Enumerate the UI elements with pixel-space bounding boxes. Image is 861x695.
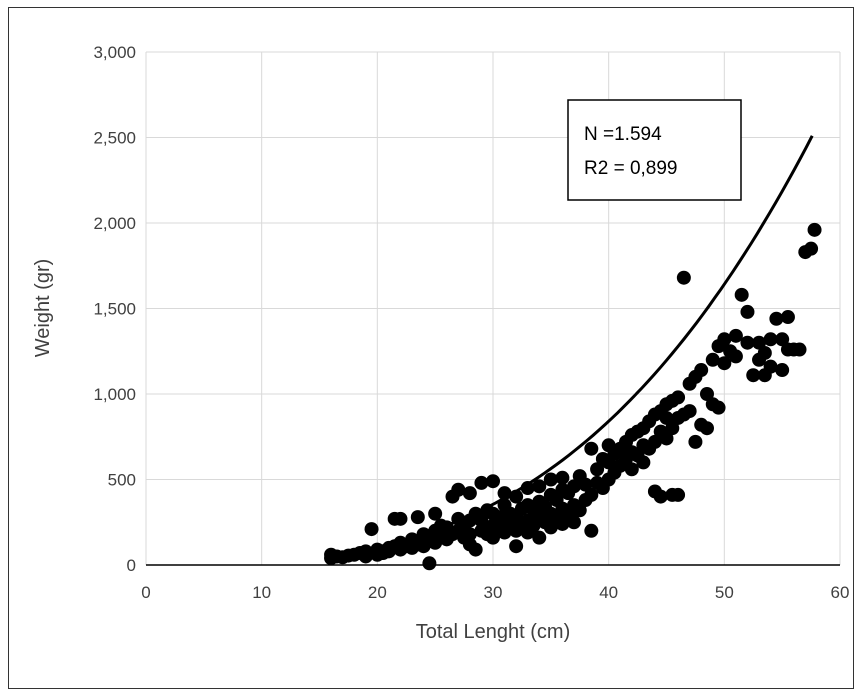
annotation-box: N =1.594 R2 = 0,899 xyxy=(567,99,742,201)
data-point xyxy=(746,368,761,383)
x-tick-label: 10 xyxy=(252,583,271,602)
data-point xyxy=(659,410,674,425)
data-point xyxy=(763,359,778,374)
y-tick-label: 1,000 xyxy=(93,385,136,404)
x-tick-label: 60 xyxy=(831,583,850,602)
data-point xyxy=(792,342,807,357)
y-tick-label: 2,500 xyxy=(93,129,136,148)
y-tick-label: 500 xyxy=(108,471,136,490)
data-point xyxy=(769,311,784,326)
data-point xyxy=(474,513,489,528)
data-point xyxy=(728,328,743,343)
x-tick-label: 50 xyxy=(715,583,734,602)
data-point xyxy=(717,332,732,347)
data-point xyxy=(740,335,755,350)
data-point xyxy=(566,479,581,494)
data-point xyxy=(740,304,755,319)
data-point xyxy=(665,421,680,436)
data-point xyxy=(393,511,408,526)
y-tick-label: 3,000 xyxy=(93,43,136,62)
tick-labels: 0 10 20 30 40 50 60 0 500 1,000 1,500 2,000 2,500 3,0… xyxy=(93,43,849,602)
data-point xyxy=(509,539,524,554)
data-point xyxy=(775,332,790,347)
data-point xyxy=(653,489,668,504)
data-point xyxy=(584,441,599,456)
data-point xyxy=(462,527,477,542)
data-point xyxy=(543,520,558,535)
data-point xyxy=(451,482,466,497)
data-point xyxy=(734,287,749,302)
data-point xyxy=(807,222,822,237)
y-tick-label: 2,000 xyxy=(93,214,136,233)
data-point xyxy=(671,487,686,502)
data-point xyxy=(462,486,477,501)
data-point xyxy=(676,270,691,285)
data-point xyxy=(711,400,726,415)
data-point xyxy=(532,530,547,545)
trendline xyxy=(325,135,814,559)
data-point xyxy=(647,434,662,449)
data-point xyxy=(624,462,639,477)
data-point xyxy=(555,470,570,485)
data-point xyxy=(364,522,379,537)
data-point xyxy=(543,472,558,487)
data-point xyxy=(763,332,778,347)
data-point xyxy=(468,542,483,557)
data-point xyxy=(659,431,674,446)
y-axis-title: Weight (gr) xyxy=(32,259,54,358)
data-point xyxy=(780,310,795,325)
data-point xyxy=(775,363,790,378)
data-point xyxy=(428,506,443,521)
data-point xyxy=(728,349,743,364)
data-point xyxy=(752,335,767,350)
y-tick-label: 0 xyxy=(127,556,136,575)
data-point xyxy=(422,556,437,571)
x-tick-label: 30 xyxy=(484,583,503,602)
data-point xyxy=(532,479,547,494)
data-point xyxy=(699,421,714,436)
data-point xyxy=(705,352,720,367)
data-point xyxy=(555,516,570,531)
data-point xyxy=(486,474,500,489)
data-point xyxy=(671,390,686,405)
data-point xyxy=(688,434,703,449)
data-point xyxy=(682,404,697,419)
annotation-r2: R2 = 0,899 xyxy=(584,158,678,179)
data-point xyxy=(717,356,732,371)
data-point xyxy=(636,455,651,470)
x-axis-title: Total Lenght (cm) xyxy=(416,621,571,643)
data-point xyxy=(584,523,599,538)
data-point xyxy=(694,363,709,378)
annotation-n: N =1.594 xyxy=(584,124,662,145)
x-tick-label: 20 xyxy=(368,583,387,602)
data-point xyxy=(584,487,599,502)
x-tick-label: 0 xyxy=(141,583,150,602)
data-point xyxy=(520,481,535,496)
y-tick-label: 1,500 xyxy=(93,300,136,319)
data-point xyxy=(578,477,593,492)
data-point xyxy=(566,515,581,530)
data-point xyxy=(410,510,425,525)
x-tick-label: 40 xyxy=(599,583,618,602)
data-points xyxy=(324,222,822,571)
data-point xyxy=(474,475,489,490)
data-point xyxy=(804,241,819,256)
data-point xyxy=(757,345,772,360)
data-point xyxy=(590,462,605,477)
data-point xyxy=(699,387,714,401)
data-point xyxy=(572,503,587,518)
